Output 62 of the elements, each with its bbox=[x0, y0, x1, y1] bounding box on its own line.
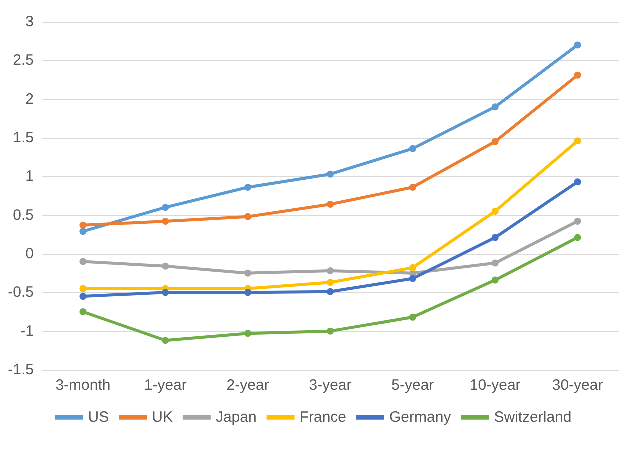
point bbox=[409, 264, 416, 272]
x-tick-label: 10-year bbox=[470, 377, 521, 394]
legend-label: US bbox=[88, 409, 110, 426]
point bbox=[244, 184, 252, 191]
point bbox=[492, 138, 499, 146]
point bbox=[574, 72, 582, 79]
legend-label: Germany bbox=[390, 409, 452, 426]
point bbox=[327, 201, 334, 208]
y-tick-label: -0.5 bbox=[8, 284, 34, 302]
y-tick-label: 3 bbox=[26, 14, 34, 30]
point bbox=[162, 218, 170, 226]
y-tick-label: -1 bbox=[20, 322, 34, 340]
legend-label: France bbox=[300, 409, 347, 426]
point bbox=[162, 337, 170, 344]
point bbox=[574, 138, 582, 145]
x-tick-label: 30-year bbox=[552, 377, 604, 394]
y-tick-label: 0.5 bbox=[13, 206, 34, 224]
legend-label: Switzerland bbox=[494, 409, 572, 426]
point bbox=[244, 213, 252, 220]
point bbox=[409, 275, 416, 282]
point bbox=[327, 328, 334, 335]
point bbox=[327, 288, 334, 296]
point bbox=[409, 184, 416, 191]
point bbox=[327, 268, 334, 275]
point bbox=[244, 330, 252, 338]
point bbox=[80, 293, 87, 300]
y-tick-label: -1.5 bbox=[8, 362, 34, 378]
point bbox=[244, 270, 252, 277]
point bbox=[327, 279, 334, 286]
y-tick-label: 1 bbox=[26, 168, 34, 186]
x-tick-label: 3-year bbox=[309, 377, 352, 394]
point bbox=[492, 260, 499, 267]
point bbox=[492, 234, 499, 242]
legend-label: Japan bbox=[216, 409, 257, 426]
point bbox=[574, 178, 582, 186]
point bbox=[80, 222, 87, 229]
point bbox=[244, 289, 252, 296]
point bbox=[80, 285, 87, 292]
point bbox=[492, 208, 499, 215]
point bbox=[574, 234, 582, 242]
point bbox=[80, 228, 87, 236]
point bbox=[162, 204, 170, 212]
y-tick-label: 1.5 bbox=[13, 130, 34, 146]
point bbox=[492, 104, 499, 111]
point bbox=[409, 145, 416, 152]
point bbox=[162, 289, 170, 296]
point bbox=[492, 276, 499, 284]
x-tick-label: 3-month bbox=[56, 377, 111, 394]
x-tick-label: 1-year bbox=[144, 377, 187, 394]
y-tick-label: 2 bbox=[26, 90, 34, 108]
y-tick-label: 0 bbox=[26, 246, 34, 262]
y-tick-label: 2.5 bbox=[13, 52, 34, 70]
point bbox=[80, 258, 87, 266]
point bbox=[574, 218, 582, 226]
point bbox=[327, 170, 334, 178]
x-tick-label: 5-year bbox=[392, 377, 434, 394]
point bbox=[574, 42, 582, 49]
point bbox=[80, 308, 87, 316]
point bbox=[162, 262, 170, 270]
x-tick-label: 2-year bbox=[226, 377, 270, 394]
point bbox=[409, 314, 416, 321]
legend-label: UK bbox=[152, 409, 173, 426]
